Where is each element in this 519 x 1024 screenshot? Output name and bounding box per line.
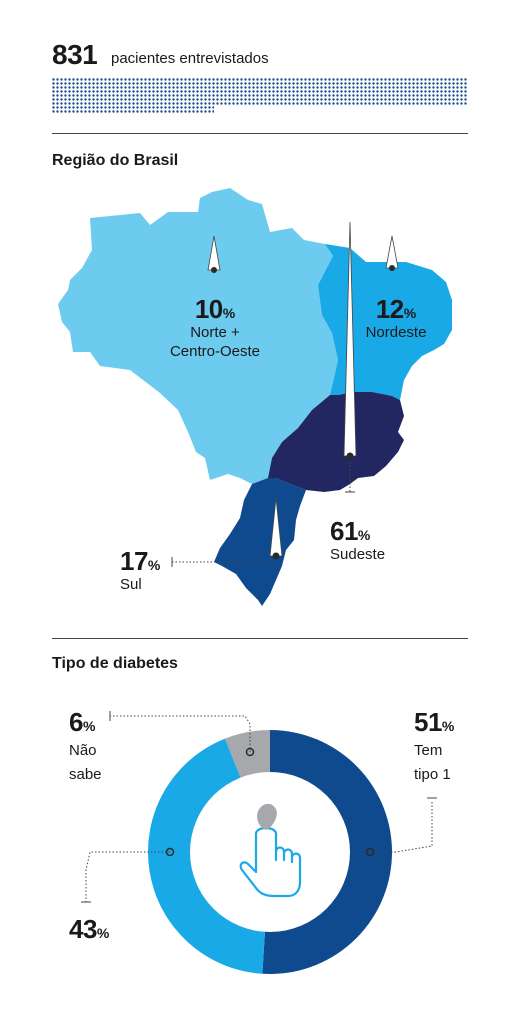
- region-section-title: Região do Brasil: [52, 152, 179, 169]
- label-sudeste-name: Sudeste: [330, 546, 386, 563]
- label-tipo1-value: 51: [414, 707, 442, 737]
- diabetes-section-title: Tipo de diabetes: [52, 655, 178, 672]
- label-sudeste: 61% Sudeste: [330, 516, 386, 563]
- label-nordeste-value: 12: [375, 294, 404, 324]
- label-sudeste-value: 61: [330, 516, 358, 546]
- label-nordeste: 12% Nordeste: [356, 296, 436, 343]
- label-nao-sabe-name-2: sabe: [69, 766, 102, 783]
- label-sul-name: Sul: [120, 576, 142, 593]
- label-nordeste-name: Nordeste: [365, 324, 427, 341]
- label-norte-name-2: Centro-Oeste: [169, 342, 261, 360]
- region-norte-centro-oeste: [58, 188, 338, 484]
- label-sul-value: 17: [120, 546, 148, 576]
- label-tipo2-value: 43: [69, 914, 97, 944]
- section-divider-diabetes: [52, 638, 468, 639]
- patient-count-label: pacientes entrevistados: [111, 50, 269, 67]
- label-norte-value: 10: [194, 294, 223, 324]
- section-divider-region: [52, 133, 468, 134]
- label-tipo1-name-2: tipo 1: [414, 766, 451, 783]
- touch-point-icon: [257, 803, 277, 830]
- label-nao-sabe-name-1: Não: [69, 742, 97, 759]
- pointing-hand-icon: [239, 826, 302, 898]
- label-nao-sabe-value: 6: [69, 707, 83, 737]
- patient-count: 831: [52, 39, 98, 70]
- region-sul: [214, 478, 306, 606]
- patient-dot-matrix: [52, 78, 468, 114]
- label-nao-sabe: 6% Não sabe: [69, 709, 102, 787]
- label-norte: 10% Norte + Centro-Oeste: [160, 296, 270, 362]
- label-sul: 17% Sul: [120, 546, 161, 593]
- label-norte-name-1: Norte +: [190, 324, 240, 341]
- brazil-region-map: [58, 188, 452, 606]
- label-tipo2: 43%: [69, 914, 110, 944]
- donut-hole: [190, 772, 350, 932]
- region-sudeste: [268, 392, 404, 492]
- label-tipo1-name-1: Tem: [414, 742, 443, 759]
- label-tipo1: 51% Tem tipo 1: [414, 709, 454, 787]
